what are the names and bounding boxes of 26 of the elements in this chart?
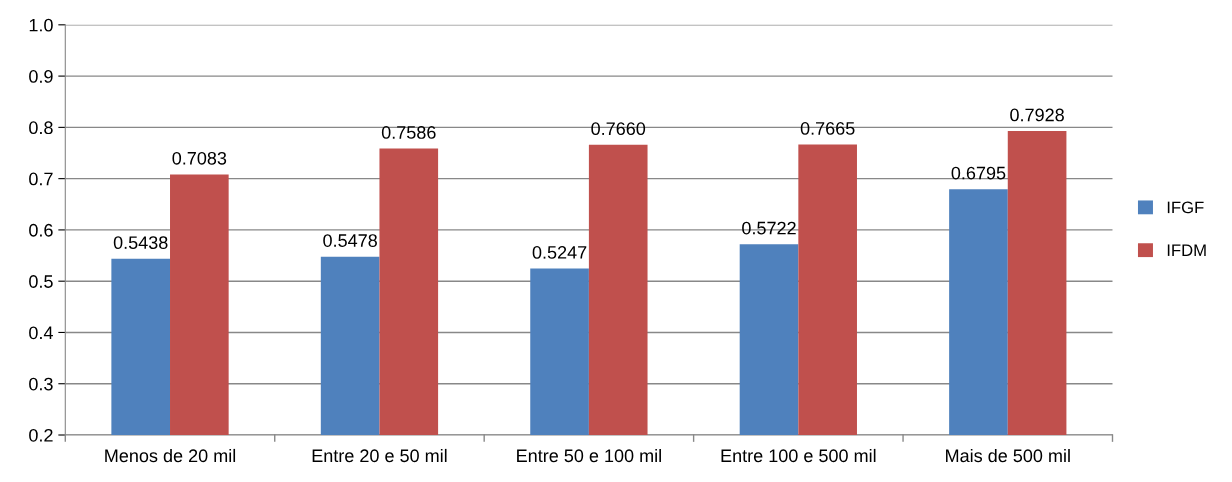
x-tick-label: Entre 100 e 500 mil [721, 448, 876, 463]
y-tick-label: 1.0 [29, 18, 53, 32]
data-label: 0.5438 [113, 236, 168, 250]
legend-label: IFGF [1167, 201, 1204, 214]
data-label: 0.5478 [323, 234, 377, 247]
data-label: 0.6795 [951, 166, 1006, 180]
y-tick-label: 0.3 [29, 377, 53, 391]
x-tick-label: Entre 50 e 100 mil [517, 448, 661, 463]
data-label: 0.7083 [172, 151, 227, 165]
y-tick-label: 0.8 [29, 121, 53, 135]
data-label: 0.7928 [1010, 108, 1064, 122]
y-tick-label: 0.9 [29, 70, 53, 83]
data-label: 0.7586 [381, 126, 436, 139]
y-tick-label: 0.5 [29, 275, 53, 288]
x-tick-label: Menos de 20 mil [105, 448, 236, 463]
y-tick-label: 0.2 [29, 428, 53, 442]
x-tick-label: Entre 20 e 50 mil [312, 448, 447, 463]
data-label: 0.7665 [800, 122, 855, 135]
data-label: 0.7660 [591, 122, 646, 136]
y-tick-label: 0.6 [29, 223, 53, 237]
y-tick-label: 0.4 [29, 326, 53, 340]
legend-label: IFDM [1167, 244, 1206, 256]
data-label: 0.5722 [742, 221, 796, 235]
x-tick-label: Mais de 500 mil [946, 448, 1070, 463]
y-tick-label: 0.7 [29, 172, 53, 186]
data-label: 0.5247 [532, 246, 587, 259]
